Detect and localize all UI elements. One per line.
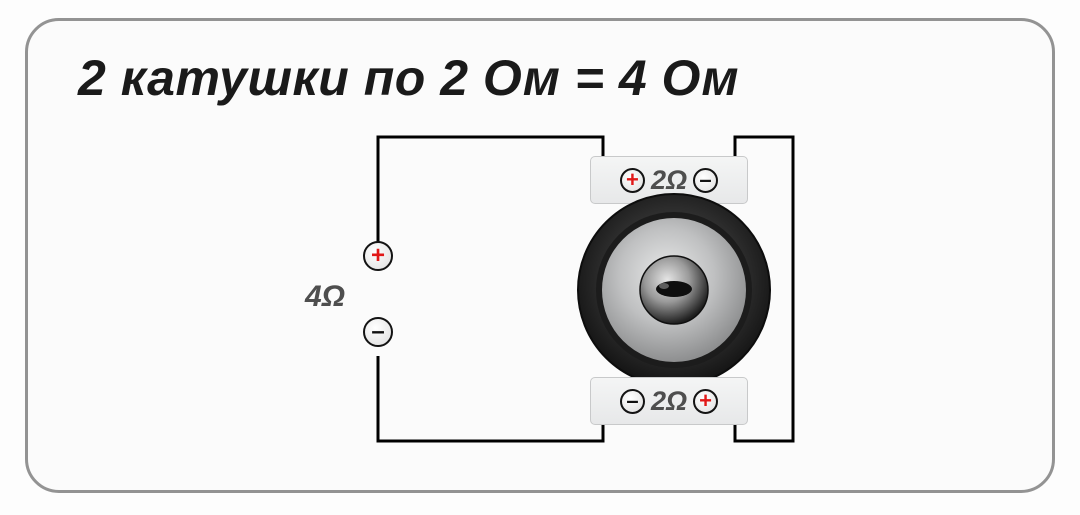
coil-top-impedance-label: 2Ω: [651, 165, 687, 196]
diagram-title: 2 катушки по 2 Ом = 4 Ом: [78, 49, 739, 107]
coil-bottom-impedance-label: 2Ω: [651, 386, 687, 417]
speaker-icon: [576, 192, 772, 388]
coil-bottom-left-terminal: –: [620, 389, 645, 414]
wire-input-minus: [378, 356, 603, 441]
input-terminals: + –: [363, 241, 393, 347]
input-positive-terminal: +: [363, 241, 393, 271]
wire-input-plus: [378, 137, 603, 246]
coil-bottom-right-terminal: +: [693, 389, 718, 414]
input-negative-terminal: –: [363, 317, 393, 347]
diagram-panel: 2 катушки по 2 Ом = 4 Ом 4Ω + – + 2Ω –: [25, 18, 1055, 493]
coil-top-right-terminal: –: [693, 168, 718, 193]
input-impedance-label: 4Ω: [305, 280, 345, 314]
coil-top-left-terminal: +: [620, 168, 645, 193]
coil-bottom-terminal-block: – 2Ω +: [590, 377, 748, 425]
